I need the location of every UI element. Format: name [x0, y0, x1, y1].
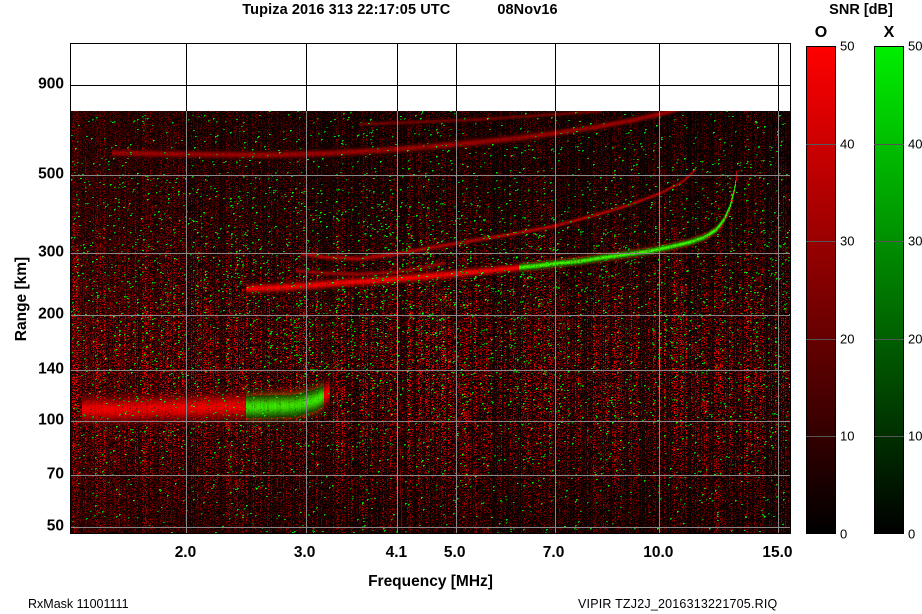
colorbar-o-tickmark-40	[806, 143, 836, 145]
gridline-v-2.0	[186, 44, 187, 533]
chart-title: Tupiza 2016 313 22:17:05 UTC 08Nov16	[0, 0, 800, 20]
colorbar-x-tick-50: 50	[908, 38, 922, 54]
x-axis-ticks: 2.0 3.0 4.1 5.0 7.0 10.0 15.0	[0, 545, 922, 569]
gridline-h-140	[71, 370, 790, 371]
colorbar-o-letter: O	[814, 24, 828, 41]
colorbar-o-tick-40: 40	[840, 136, 855, 152]
colorbar-o-tick-50: 50	[840, 38, 855, 54]
x-tick-15.0: 15.0	[762, 544, 793, 561]
gridline-v-3.0	[306, 44, 307, 533]
y-tick-140: 140	[38, 359, 64, 377]
gridline-v-7.0	[555, 44, 556, 533]
colorbar-x-tick-40: 40	[908, 136, 922, 152]
colorbar-x-mode: X 50 40 30 20 10 0	[874, 24, 922, 541]
colorbar-x-tick-10: 10	[908, 428, 922, 444]
y-tick-200: 200	[38, 305, 64, 323]
colorbar-title: SNR [dB]	[829, 2, 893, 18]
x-tick-2.0: 2.0	[174, 544, 197, 561]
gridline-h-900	[71, 85, 790, 86]
gridline-v-top-3.0	[306, 44, 307, 111]
gridline-h-500	[71, 175, 790, 176]
gridline-h-50	[71, 527, 790, 528]
y-tick-500: 500	[38, 165, 64, 183]
ionogram-heatmap	[71, 44, 790, 533]
gridline-v-top-15.0	[778, 44, 779, 111]
rxmask-label: RxMask 11001111	[28, 597, 129, 611]
gridline-v-top-10.0	[659, 44, 660, 111]
colorbar-o-tick-30: 30	[840, 233, 855, 249]
gridline-v-5.0	[456, 44, 457, 533]
gridline-v-top-7.0	[555, 44, 556, 111]
x-tick-10.0: 10.0	[643, 544, 674, 561]
colorbar-x-tickmark-20	[874, 338, 904, 340]
gridline-v-top-5.0	[456, 44, 457, 111]
y-axis-ticks: 900 500 300 200 140 100 70 50	[0, 0, 64, 614]
y-tick-300: 300	[38, 243, 64, 261]
colorbar-o-tickmark-30	[806, 241, 836, 243]
x-tick-3.0: 3.0	[293, 544, 316, 561]
title-datestamp: 08Nov16	[497, 2, 558, 18]
colorbar-o-tick-0: 0	[840, 526, 848, 542]
x-tick-4.1: 4.1	[385, 544, 408, 561]
gridline-h-200	[71, 315, 790, 316]
ionogram-plot[interactable]	[70, 43, 791, 534]
colorbar-x-tickmark-30	[874, 241, 904, 243]
x-axis-label: Frequency [MHz]	[368, 573, 493, 590]
y-tick-100: 100	[38, 411, 64, 429]
colorbar-x-letter: X	[883, 24, 895, 41]
gridline-v-10.0	[659, 44, 660, 533]
gridline-h-70	[71, 475, 790, 476]
source-file-label: VIPIR TZJ2J_2016313221705.RIQ	[578, 597, 778, 611]
gridline-h-300	[71, 253, 790, 254]
x-tick-7.0: 7.0	[542, 544, 565, 561]
colorbar-o-mode: O 50 40 30 20 10 0	[806, 24, 854, 541]
y-tick-900: 900	[38, 75, 64, 93]
x-tick-5.0: 5.0	[443, 544, 466, 561]
y-tick-50: 50	[46, 517, 64, 535]
colorbar-x-tick-20: 20	[908, 331, 922, 347]
y-axis-label: Range [km]	[13, 256, 30, 342]
colorbar-o-gradient	[806, 46, 836, 534]
gridline-v-top-2.0	[186, 44, 187, 111]
colorbar-x-tick-0: 0	[908, 526, 916, 542]
gridline-v-4.1	[397, 44, 398, 533]
y-tick-70: 70	[46, 465, 64, 483]
gridline-v-top-4.1	[397, 44, 398, 111]
colorbar-x-tick-30: 30	[908, 233, 922, 249]
gridline-h-100	[71, 421, 790, 422]
gridline-v-15.0	[778, 44, 779, 533]
colorbar-o-tickmark-10	[806, 436, 836, 438]
colorbar-x-tickmark-40	[874, 143, 904, 145]
colorbar-x-tickmark-10	[874, 436, 904, 438]
colorbar-o-tick-10: 10	[840, 428, 855, 444]
title-text: Tupiza 2016 313 22:17:05 UTC	[242, 2, 451, 18]
colorbar-o-tick-20: 20	[840, 331, 855, 347]
colorbar-o-tickmark-20	[806, 338, 836, 340]
colorbar-x-gradient	[874, 46, 904, 534]
